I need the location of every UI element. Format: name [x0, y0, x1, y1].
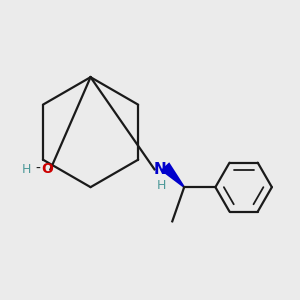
Polygon shape	[160, 162, 185, 188]
Text: -: -	[35, 162, 40, 176]
Text: O: O	[41, 162, 53, 176]
Text: H: H	[22, 163, 31, 176]
Text: N: N	[154, 162, 167, 177]
Text: H: H	[157, 179, 167, 192]
